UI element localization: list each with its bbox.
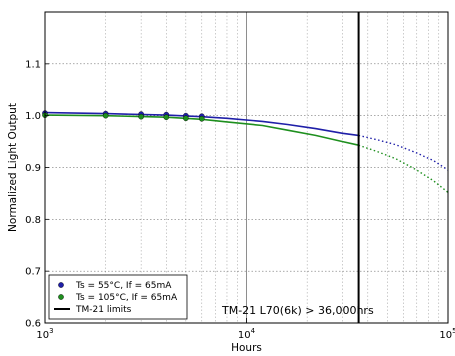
legend-label-limit: TM-21 limits: [75, 305, 132, 315]
legend-box: [48, 274, 188, 320]
y-tick-label: 0.9: [25, 163, 41, 174]
data-point-series-2: [163, 114, 170, 121]
projection-line-series-1: [358, 134, 449, 171]
legend-label-series-2: Ts = 105°C, If = 65mA: [75, 293, 178, 303]
legend: Ts = 55°C, If = 65mA Ts = 105°C, If = 65…: [48, 274, 188, 320]
data-point-series-2: [102, 112, 109, 119]
y-tick-label: 1.1: [25, 59, 41, 70]
x-tick-label: 103: [36, 327, 53, 341]
y-tick-label: 0.8: [25, 215, 41, 226]
y-tick-label: 0.6: [25, 319, 41, 330]
x-tick-label: 105: [439, 327, 455, 341]
y-axis-label: Normalized Light Output: [7, 103, 19, 232]
x-tick-exponent: 4: [251, 327, 256, 335]
fit-line-series-1: [44, 111, 359, 137]
y-tick-label: 1.0: [25, 111, 41, 122]
legend-marker-series-2: [58, 294, 64, 300]
projection-line-series-2: [358, 144, 449, 193]
legend-marker-series-1: [58, 282, 64, 288]
x-axis-label: Hours: [231, 342, 262, 354]
x-tick-exponent: 3: [49, 327, 53, 335]
legend-label-series-1: Ts = 55°C, If = 65mA: [75, 281, 172, 291]
x-tick-label: 104: [238, 327, 256, 341]
y-tick-label: 0.7: [25, 267, 41, 278]
data-point-series-2: [198, 115, 205, 122]
data-point-series-2: [183, 115, 189, 122]
fit-line-series-2: [44, 114, 359, 146]
data-point-series-2: [138, 113, 144, 120]
series-layer: [42, 110, 449, 193]
x-tick-exponent: 5: [452, 327, 455, 335]
tm21-annotation: TM-21 L70(6k) > 36,000hrs: [221, 304, 374, 317]
